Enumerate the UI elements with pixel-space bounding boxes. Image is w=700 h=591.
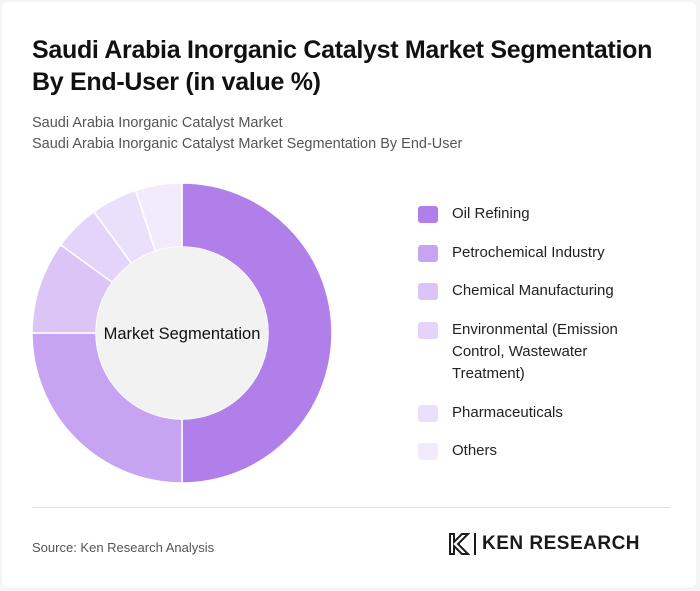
legend-item: Others	[418, 442, 652, 462]
chart-title: Saudi Arabia Inorganic Catalyst Market S…	[32, 36, 653, 96]
footer-divider	[32, 507, 670, 508]
legend-label: Petrochemical Industry	[452, 244, 605, 261]
legend-label: Others	[452, 442, 498, 459]
donut-center	[96, 247, 268, 419]
legend-label: Chemical Manufacturing	[452, 282, 614, 299]
legend-label: Pharmaceuticals	[452, 404, 563, 421]
legend-swatch	[418, 206, 438, 223]
legend-item: Chemical Manufacturing	[418, 282, 652, 302]
logo-text: KEN RESEARCH	[482, 533, 641, 554]
legend-item: Environmental (Emission Control, Wastewa…	[418, 321, 652, 385]
chart-subtitle-secondary: Saudi Arabia Inorganic Catalyst Market S…	[32, 136, 463, 152]
ken-logo-icon	[449, 533, 470, 555]
donut-chart: Market Segmentation	[31, 182, 333, 484]
legend-swatch	[418, 322, 438, 339]
legend-label: Oil Refining	[452, 205, 530, 222]
legend-swatch	[418, 443, 438, 460]
logo-separator	[474, 533, 476, 555]
chart-subtitle: Saudi Arabia Inorganic Catalyst Market	[32, 115, 283, 131]
ken-research-logo: KEN RESEARCH	[448, 532, 640, 556]
legend-swatch	[418, 245, 438, 262]
legend-item: Petrochemical Industry	[418, 244, 652, 264]
legend-label: Environmental (Emission Control, Wastewa…	[452, 321, 618, 382]
source-note: Source: Ken Research Analysis	[32, 540, 215, 555]
legend-swatch	[418, 283, 438, 300]
donut-center-label: Market Segmentation	[104, 325, 261, 343]
legend-swatch	[418, 405, 438, 422]
legend-item: Pharmaceuticals	[418, 404, 652, 424]
legend-item: Oil Refining	[418, 205, 652, 225]
